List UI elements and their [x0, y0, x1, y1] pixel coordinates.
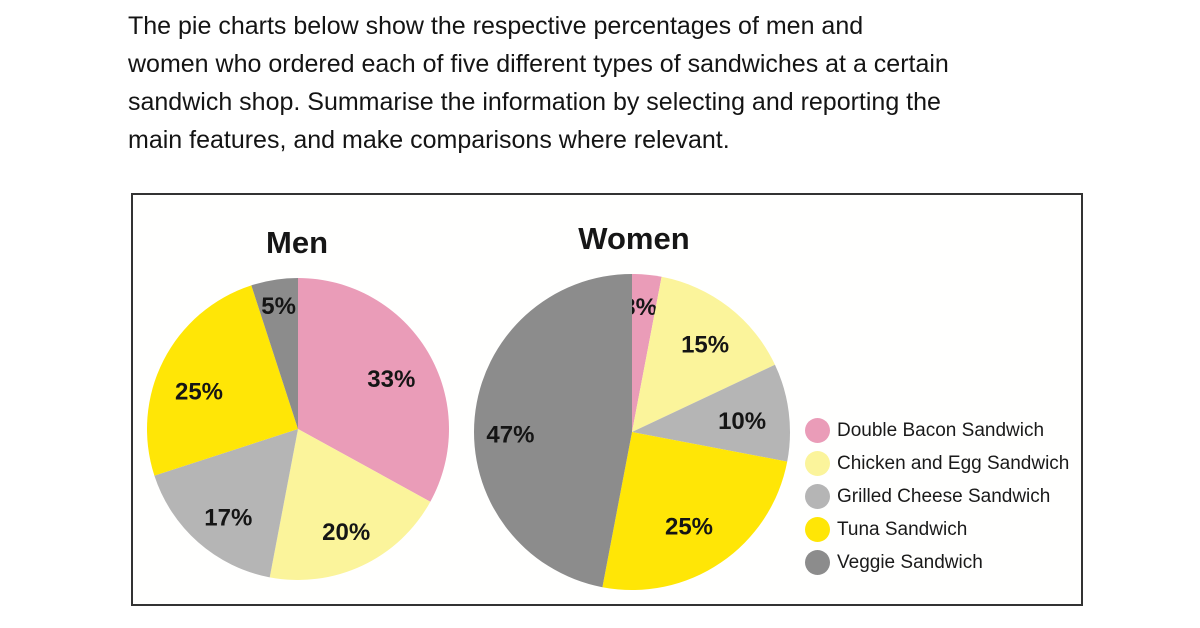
chart-panel: Men Women 33% 20% 17% 25% 5% 3% 15% 10% 25% 47% … [131, 193, 1083, 606]
legend-label: Grilled Cheese Sandwich [837, 485, 1051, 507]
men-slice-label-double-bacon-sandwich: 33% [367, 366, 415, 393]
legend-item: Tuna Sandwich [805, 513, 1069, 546]
legend-swatch-tuna [805, 517, 830, 542]
women-slice-label-veggie-sandwich: 47% [486, 422, 534, 449]
men-slice-grilled-cheese-sandwich [154, 429, 298, 578]
men-slice-double-bacon-sandwich [298, 278, 449, 502]
women-slice-chicken-and-egg-sandwich [632, 276, 775, 432]
instructions-line: The pie charts below show the respective… [128, 12, 864, 40]
women-slice-tuna-sandwich [602, 432, 788, 590]
task-instructions: The pie charts below show the respective… [128, 7, 949, 159]
legend-swatch-chicken-and-egg [805, 451, 830, 476]
women-slice-label-grilled-cheese-sandwich: 10% [718, 408, 766, 435]
instructions-line: sandwich shop. Summarise the information… [128, 88, 941, 116]
pie-charts-svg: 33%20%17%25%5% 3%15%10%25%47% [147, 274, 790, 590]
legend-item: Chicken and Egg Sandwich [805, 447, 1069, 480]
women-slice-label-tuna-sandwich: 25% [665, 513, 713, 540]
men-slice-label-grilled-cheese-sandwich: 17% [204, 505, 252, 532]
instructions-line: main features, and make comparisons wher… [128, 126, 730, 154]
instructions-line: women who ordered each of five different… [128, 50, 949, 78]
legend-swatch-grilled-cheese [805, 484, 830, 509]
men-pie-chart: 33% 20% 17% 25% 5% [147, 278, 449, 581]
men-slice-label-tuna-sandwich: 25% [175, 379, 223, 406]
legend-label: Veggie Sandwich [837, 551, 983, 573]
legend-label: Tuna Sandwich [837, 518, 968, 540]
men-slice-chicken-and-egg-sandwich [269, 429, 431, 581]
legend-swatch-veggie [805, 550, 830, 575]
legend-item: Double Bacon Sandwich [805, 414, 1069, 447]
women-slice-label-chicken-and-egg-sandwich: 15% [681, 331, 729, 358]
chart-legend: Double Bacon Sandwich Chicken and Egg Sa… [805, 414, 1069, 579]
legend-label: Chicken and Egg Sandwich [837, 452, 1070, 474]
women-slice-veggie-sandwich [474, 274, 632, 588]
men-slice-label-veggie-sandwich: 5% [261, 293, 296, 320]
men-slice-tuna-sandwich [147, 285, 298, 476]
men-pie-title: Men [266, 225, 328, 260]
women-slice-grilled-cheese-sandwich [632, 364, 790, 462]
men-slice-veggie-sandwich [251, 278, 298, 429]
women-slice-double-bacon-sandwich [632, 274, 662, 432]
legend-item: Veggie Sandwich [805, 546, 1069, 579]
legend-swatch-double-bacon [805, 418, 830, 443]
men-slice-label-chicken-and-egg-sandwich: 20% [322, 519, 370, 546]
legend-label: Double Bacon Sandwich [837, 419, 1045, 441]
legend-item: Grilled Cheese Sandwich [805, 480, 1069, 513]
women-pie-title: Women [578, 221, 690, 256]
women-pie-chart: 3%15%10%25%47% [474, 274, 790, 590]
